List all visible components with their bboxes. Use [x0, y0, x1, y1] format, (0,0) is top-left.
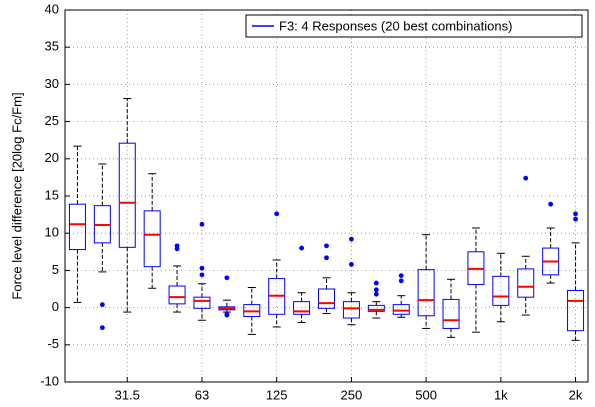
outlier	[224, 275, 230, 281]
outlier	[349, 236, 354, 242]
y-tick-label: 15	[45, 187, 59, 202]
outlier	[349, 262, 354, 267]
outlier	[274, 211, 280, 217]
y-tick-label: 40	[45, 1, 59, 16]
outlier	[373, 291, 379, 297]
legend-box	[245, 14, 583, 38]
box	[318, 288, 335, 309]
box	[517, 268, 535, 298]
outlier	[573, 211, 578, 217]
box	[293, 301, 311, 315]
y-tick-label: 30	[45, 76, 59, 91]
y-tick-label: 25	[45, 113, 59, 128]
x-tick-label: 2k	[569, 387, 583, 402]
x-tick-label: 250	[341, 387, 363, 402]
outlier	[398, 273, 404, 279]
y-axis-label: Force level difference [20log Fc/Fm]	[9, 92, 24, 299]
box	[567, 289, 585, 332]
outlier	[99, 325, 105, 331]
y-tick-label: 20	[45, 150, 59, 165]
plot-frame	[64, 9, 589, 383]
box	[143, 210, 161, 268]
outlier	[224, 312, 230, 318]
outlier	[548, 201, 554, 207]
x-tick-label: 500	[415, 387, 437, 402]
outlier	[373, 287, 379, 293]
x-tick-label: 63	[195, 387, 209, 402]
outlier	[199, 272, 205, 278]
y-tick-label: 35	[45, 39, 59, 54]
outlier	[199, 265, 205, 271]
outlier	[523, 175, 529, 181]
box	[193, 296, 211, 309]
box	[367, 304, 385, 312]
box	[342, 301, 360, 319]
outlier	[299, 245, 304, 251]
outlier	[199, 221, 205, 227]
x-tick-label: 1k	[494, 387, 508, 402]
outlier	[573, 216, 578, 222]
x-tick-label: 31.5	[115, 387, 140, 402]
box	[168, 285, 186, 305]
outlier	[373, 280, 379, 286]
box	[68, 203, 86, 251]
box	[492, 275, 510, 306]
legend-label: F3: 4 Responses (20 best combinations)	[279, 18, 512, 33]
box	[442, 298, 460, 329]
outlier	[398, 278, 404, 284]
y-tick-label: -5	[47, 336, 59, 351]
outlier	[324, 255, 329, 261]
box	[417, 269, 435, 317]
y-tick-label: -10	[40, 373, 59, 388]
y-tick-label: 10	[45, 225, 59, 240]
y-tick-label: 5	[52, 262, 59, 277]
box	[118, 142, 136, 248]
outlier	[324, 243, 329, 249]
x-tick-label: 125	[266, 387, 288, 402]
outlier	[99, 302, 105, 308]
outlier	[174, 246, 180, 252]
box	[392, 304, 410, 315]
y-tick-label: 0	[52, 299, 59, 314]
